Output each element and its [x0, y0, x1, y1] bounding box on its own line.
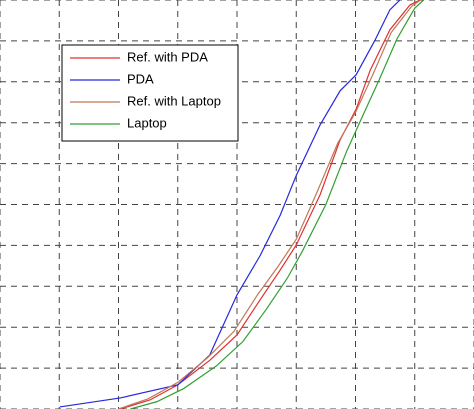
series-line	[118, 0, 422, 409]
legend-box	[61, 44, 239, 142]
legend-label: PDA	[127, 71, 154, 86]
legend-label: Laptop	[127, 115, 167, 130]
legend-label: Ref. with Laptop	[127, 93, 221, 108]
series-line	[120, 0, 421, 409]
plot-area	[59, 0, 425, 409]
series-line	[130, 0, 425, 409]
legend-label: Ref. with PDA	[127, 49, 208, 64]
series-line	[59, 0, 401, 408]
